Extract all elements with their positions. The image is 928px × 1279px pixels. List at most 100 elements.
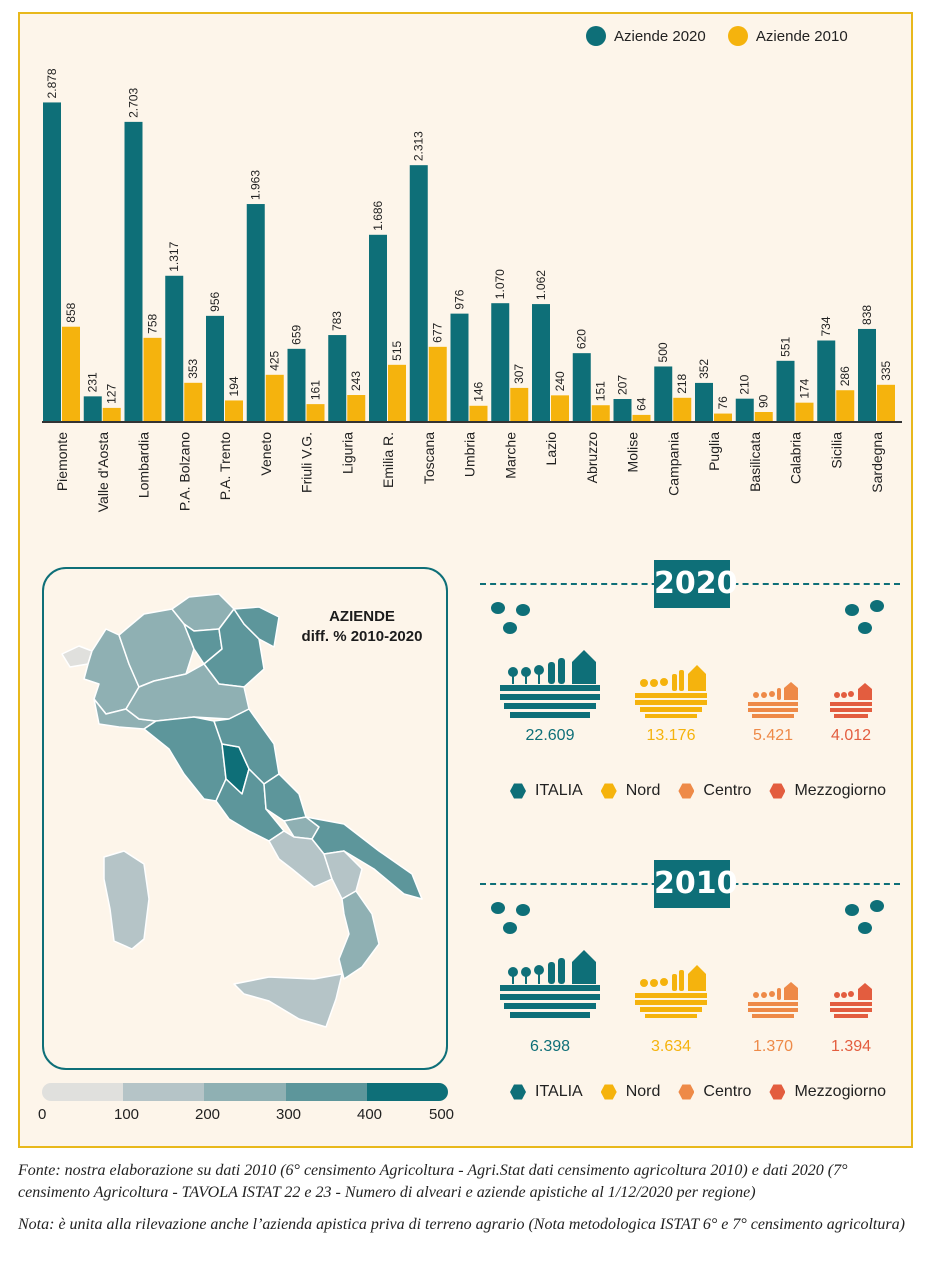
bar-2010-10 xyxy=(469,405,488,422)
scale-step-1 xyxy=(42,1083,124,1101)
category-label-20: Sardegna xyxy=(869,432,885,493)
bar-2020-15 xyxy=(654,366,673,422)
bar-2010-1 xyxy=(102,407,121,422)
data-label-2010-1: 127 xyxy=(105,384,119,404)
data-label-2010-6: 161 xyxy=(309,380,323,400)
scale-label-200: 200 xyxy=(195,1106,221,1123)
category-label-18: Calabria xyxy=(788,432,804,484)
bee-icon xyxy=(491,900,884,934)
scale-step-3 xyxy=(204,1083,286,1101)
bar-2020-4 xyxy=(206,315,224,422)
hexagon-icon xyxy=(600,1084,617,1100)
zone-item-centro: Centro xyxy=(678,1083,751,1101)
bar-2010-9 xyxy=(428,346,447,422)
category-label-9: Toscana xyxy=(421,432,437,484)
data-label-2010-2: 758 xyxy=(146,313,160,333)
bar-2020-8 xyxy=(369,234,387,422)
bar-2020-20 xyxy=(858,328,876,422)
section-2010: 2010 6.398 3.634 1. xyxy=(480,860,900,1110)
bar-2020-17 xyxy=(735,398,754,422)
category-label-4: P.A. Trento xyxy=(217,432,233,500)
legend-swatch-2010 xyxy=(727,26,748,46)
bar-2020-7 xyxy=(328,335,347,422)
scale-step-4 xyxy=(285,1083,367,1101)
bee-icon xyxy=(491,600,884,634)
scale-step-2 xyxy=(123,1083,205,1101)
data-label-2020-6: 659 xyxy=(290,324,304,344)
bar-2020-5 xyxy=(246,204,265,422)
scale-labels: 0 100 200 300 400 500 xyxy=(30,1106,470,1126)
data-label-2010-14: 64 xyxy=(635,397,649,411)
value-nord-2010: 3.634 xyxy=(650,1038,692,1055)
data-label-2020-0: 2.878 xyxy=(45,68,59,98)
methodology-note: Nota: è unita alla rilevazione anche l’a… xyxy=(18,1216,905,1233)
zone-legend-2010: ITALIA Nord Centro Mezzogiorno xyxy=(510,1083,904,1101)
category-label-10: Umbria xyxy=(462,432,478,477)
bar-2010-14 xyxy=(632,414,651,422)
bar-2020-6 xyxy=(287,348,306,422)
category-label-2: Lombardia xyxy=(136,432,152,498)
section-2020: 2020 22.609 13.176 xyxy=(480,560,900,810)
bar-2020-18 xyxy=(776,360,795,422)
zone-label-mezzogiorno: Mezzogiorno xyxy=(794,782,887,799)
year-box-2020: 2020 xyxy=(654,560,738,608)
farm-icon-centro xyxy=(748,982,798,1018)
map-region-puglia xyxy=(305,816,423,900)
hexagon-icon xyxy=(678,783,695,799)
zone-label-italia: ITALIA xyxy=(535,1083,583,1100)
map-region-lombardia xyxy=(118,608,195,688)
zone-label-centro: Centro xyxy=(703,782,752,799)
data-label-2020-19: 734 xyxy=(819,316,833,336)
bar-2010-18 xyxy=(795,402,814,422)
bar-2010-15 xyxy=(673,397,692,422)
farm-icon-italia xyxy=(500,650,600,718)
category-label-3: P.A. Bolzano xyxy=(176,432,192,511)
data-label-2020-9: 2.313 xyxy=(412,131,426,161)
map-title: AZIENDE diff. % 2010-2020 xyxy=(272,607,452,647)
category-label-14: Molise xyxy=(625,432,641,473)
farms-2020 xyxy=(491,600,884,718)
data-label-2020-20: 838 xyxy=(860,305,874,325)
zone-label-mezzogiorno: Mezzogiorno xyxy=(794,1083,887,1100)
category-label-6: Friuli V.G. xyxy=(299,432,315,493)
bar-2020-11 xyxy=(491,303,510,422)
bar-2010-17 xyxy=(754,412,773,422)
data-label-2010-8: 515 xyxy=(390,340,404,360)
map-region-sardegna xyxy=(103,850,150,950)
bar-2010-2 xyxy=(143,337,162,422)
bar-2010-16 xyxy=(714,413,732,422)
data-label-2010-0: 858 xyxy=(64,302,78,322)
data-label-2010-13: 151 xyxy=(594,381,608,401)
hexagon-icon xyxy=(600,783,617,799)
zone-label-centro: Centro xyxy=(703,1083,752,1100)
data-label-2010-5: 425 xyxy=(268,350,282,370)
bar-2010-20 xyxy=(877,384,895,422)
bar-2020-12 xyxy=(532,304,550,422)
data-label-2020-14: 207 xyxy=(616,375,630,395)
bar-chart: 2.878 858 Piemonte 231 127 Valle d'Aosta 2.703… xyxy=(42,68,902,512)
data-label-2010-17: 90 xyxy=(757,394,771,408)
zone-item-nord: Nord xyxy=(600,782,660,800)
bar-2020-19 xyxy=(817,340,836,422)
data-label-2010-3: 353 xyxy=(186,358,200,378)
value-centro-2010: 1.370 xyxy=(752,1038,794,1055)
bar-2010-5 xyxy=(265,374,284,422)
data-label-2020-11: 1.070 xyxy=(493,269,507,299)
bar-2010-12 xyxy=(551,395,569,422)
map-title-line2: diff. % 2010-2020 xyxy=(301,628,423,645)
category-label-19: Sicilia xyxy=(828,432,844,469)
color-scale xyxy=(42,1083,448,1101)
zone-item-centro: Centro xyxy=(678,782,751,800)
category-label-8: Emilia R. xyxy=(380,432,396,488)
data-label-2020-3: 1.317 xyxy=(167,241,181,271)
bar-2020-0 xyxy=(43,102,61,423)
category-label-5: Veneto xyxy=(258,432,274,476)
bar-2010-6 xyxy=(306,404,325,422)
map-region-sicilia xyxy=(233,973,343,1028)
legend-item-2010: Aziende 2010 xyxy=(727,26,848,46)
category-label-7: Liguria xyxy=(339,432,355,474)
bar-2010-19 xyxy=(836,390,855,422)
farm-icon-italia xyxy=(500,950,600,1018)
data-label-2020-1: 231 xyxy=(86,372,100,392)
value-italia-2010: 6.398 xyxy=(529,1038,571,1055)
